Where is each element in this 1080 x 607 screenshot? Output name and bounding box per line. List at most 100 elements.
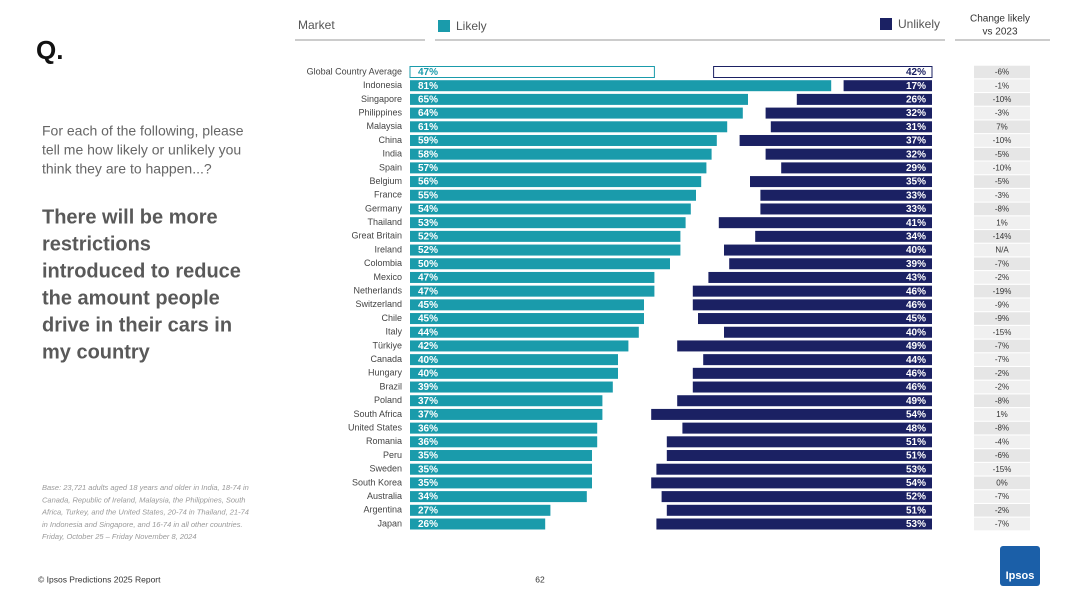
unlikely-bar (760, 189, 932, 201)
unlikely-bar (703, 354, 932, 366)
change-label: 1% (996, 218, 1008, 227)
legend-swatch (880, 18, 892, 30)
market-label: Philippines (358, 107, 402, 117)
statement-line: introduced to reduce (42, 260, 241, 282)
legend-swatch (438, 20, 450, 32)
change-label: -2% (995, 383, 1009, 392)
likely-bar (410, 340, 629, 352)
unlikely-label: 35% (906, 177, 926, 188)
market-label: Chile (381, 313, 402, 323)
unlikely-label: 52% (906, 492, 926, 503)
unlikely-bar (765, 148, 932, 160)
likely-bar (410, 518, 546, 530)
market-label: United States (348, 422, 403, 432)
likely-label: 42% (418, 341, 438, 352)
unlikely-bar (765, 107, 932, 119)
change-cell (974, 120, 1030, 134)
unlikely-label: 53% (906, 464, 926, 475)
unlikely-label: 40% (906, 327, 926, 338)
likely-bar (410, 450, 592, 462)
market-label: Canada (370, 354, 402, 364)
change-cell (974, 271, 1030, 284)
base-note-line: Africa, Turkey, and the United States, 2… (41, 508, 249, 517)
unlikely-label: 40% (906, 245, 926, 256)
likely-label: 57% (418, 163, 438, 174)
change-cell (974, 202, 1030, 216)
change-cell (974, 216, 1030, 229)
likely-bar (410, 381, 613, 393)
unlikely-bar (713, 66, 933, 78)
likely-label: 44% (418, 327, 438, 338)
market-label: Colombia (364, 258, 402, 268)
change-label: -2% (995, 506, 1009, 515)
unlikely-label: 31% (906, 122, 926, 133)
unlikely-label: 54% (906, 478, 926, 489)
likely-label: 59% (418, 136, 438, 147)
likely-label: 47% (418, 286, 438, 297)
change-cell (974, 243, 1030, 257)
unlikely-label: 46% (906, 286, 926, 297)
change-label: -8% (995, 424, 1009, 433)
unlikely-label: 41% (906, 218, 926, 229)
likely-label: 37% (418, 410, 438, 421)
change-label: -15% (993, 328, 1012, 337)
change-label: -7% (995, 492, 1009, 501)
unlikely-label: 29% (906, 163, 926, 174)
change-label: -1% (995, 81, 1009, 90)
change-cell (974, 339, 1030, 353)
market-label: Switzerland (355, 299, 402, 309)
unlikely-label: 54% (906, 410, 926, 421)
market-label: Poland (374, 395, 402, 405)
change-cell (974, 476, 1030, 490)
likely-label: 58% (418, 149, 438, 160)
change-label: -2% (995, 273, 1009, 282)
unlikely-bar (656, 463, 932, 475)
market-label: South Korea (352, 477, 402, 487)
unlikely-label: 43% (906, 273, 926, 284)
question-line: tell me how likely or unlikely you (42, 142, 241, 158)
market-label: Italy (385, 327, 402, 337)
change-cell (974, 79, 1030, 92)
change-label: -6% (995, 451, 1009, 460)
change-label: 0% (996, 479, 1008, 488)
change-header: Change likely (970, 14, 1030, 25)
likely-label: 81% (418, 81, 438, 92)
change-cell (974, 284, 1030, 298)
change-label: -5% (995, 177, 1009, 186)
unlikely-label: 46% (906, 382, 926, 393)
likely-bar (410, 203, 691, 215)
unlikely-bar (666, 436, 932, 448)
change-label: -2% (995, 369, 1009, 378)
likely-bar (410, 477, 592, 489)
change-cell (974, 65, 1030, 79)
change-header: vs 2023 (982, 27, 1017, 38)
change-label: -5% (995, 150, 1009, 159)
likely-bar (410, 244, 681, 256)
unlikely-label: 46% (906, 368, 926, 379)
likely-bar (410, 299, 644, 311)
likely-bar (410, 408, 603, 420)
change-cell (974, 312, 1030, 325)
change-cell (974, 106, 1030, 120)
change-label: -14% (993, 232, 1012, 241)
unlikely-bar (698, 313, 932, 325)
unlikely-bar (692, 299, 932, 311)
change-cell (974, 175, 1030, 188)
change-cell (974, 367, 1030, 380)
change-cell (974, 353, 1030, 366)
market-label: India (382, 149, 402, 159)
unlikely-label: 39% (906, 259, 926, 270)
unlikely-bar (692, 285, 932, 297)
likely-bar (410, 134, 717, 146)
unlikely-bar (770, 121, 932, 133)
change-label: -9% (995, 314, 1009, 323)
page-number: 62 (535, 574, 545, 584)
likely-bar (410, 148, 712, 160)
likely-bar (410, 271, 655, 283)
likely-label: 35% (418, 464, 438, 475)
likely-bar (410, 367, 618, 379)
likely-bar (410, 176, 702, 188)
question-line: think they are to happen...? (42, 161, 212, 177)
market-label: Romania (366, 436, 402, 446)
